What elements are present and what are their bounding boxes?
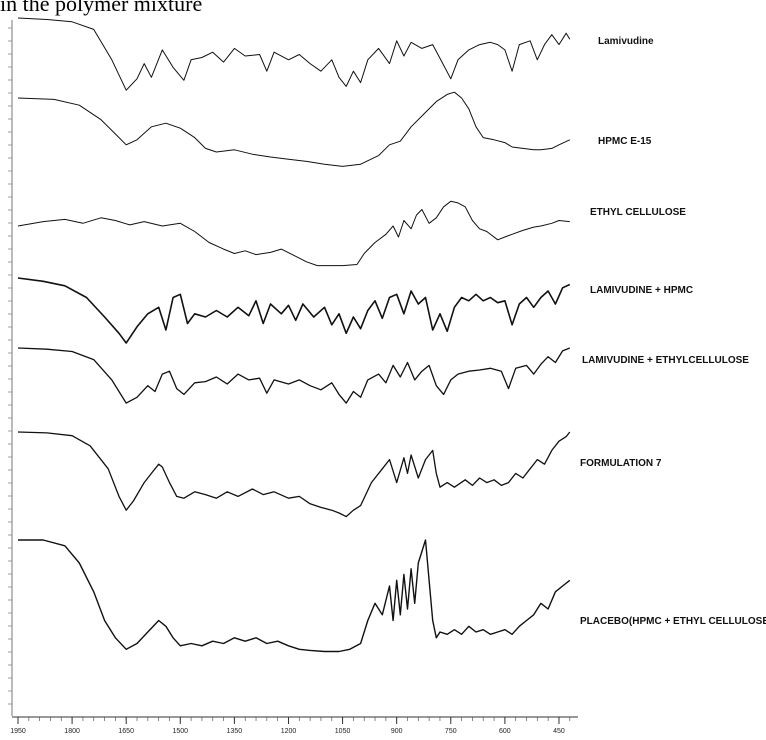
x-tick-label: 900 xyxy=(391,728,403,735)
spectrum-line-3 xyxy=(17,200,570,267)
series-label-5: LAMIVUDINE + ETHYLCELLULOSE xyxy=(582,355,749,366)
x-tick-label: 450 xyxy=(553,728,565,735)
x-tick-label: 1050 xyxy=(335,728,351,735)
x-tick-label: 1800 xyxy=(64,728,80,735)
x-tick-label: 1200 xyxy=(281,728,297,735)
x-tick-label: 750 xyxy=(445,728,457,735)
x-tick-label: 1350 xyxy=(227,728,243,735)
spectrum-line-5 xyxy=(17,347,571,404)
left-axis xyxy=(8,20,13,716)
spectrum-line-1 xyxy=(17,17,571,91)
spectra-traces xyxy=(17,17,571,653)
series-label-3: ETHYL CELLULOSE xyxy=(590,207,686,218)
x-tick-label: 1950 xyxy=(10,728,26,735)
x-tick-label: 600 xyxy=(499,728,511,735)
series-label-1: Lamivudine xyxy=(598,36,654,47)
spectrum-line-2 xyxy=(17,91,571,167)
x-axis: 1950 1800 1650 1500 1350 1200 1050 900 750 600 450 xyxy=(10,716,578,735)
series-label-6: FORMULATION 7 xyxy=(580,458,662,469)
x-tick-label: 1650 xyxy=(118,728,134,735)
figure-caption: in the polymer mixture xyxy=(0,0,203,16)
series-label-2: HPMC E-15 xyxy=(598,136,652,147)
series-labels: Lamivudine HPMC E-15 ETHYL CELLULOSE LAMIVU… xyxy=(580,36,766,627)
series-label-7: PLACEBO(HPMC + ETHYL CELLULOSE xyxy=(580,616,766,627)
x-tick-label: 1500 xyxy=(173,728,189,735)
series-label-4: LAMIVUDINE + HPMC xyxy=(590,285,693,296)
spectrum-line-7 xyxy=(18,539,571,653)
spectrum-line-4 xyxy=(17,277,571,344)
spectrum-line-6 xyxy=(17,431,571,518)
